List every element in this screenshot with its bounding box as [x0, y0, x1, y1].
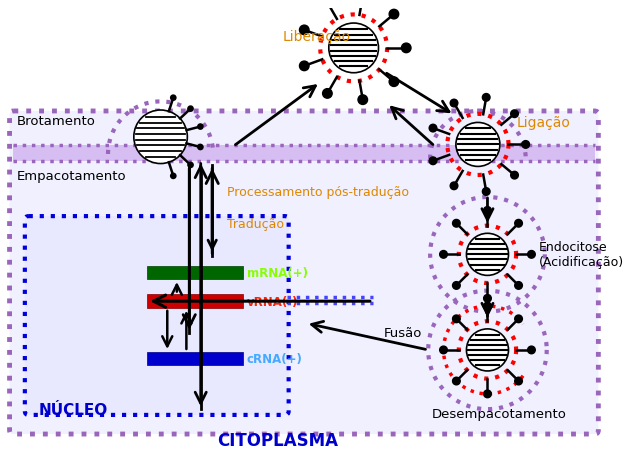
- Text: vRNA(-): vRNA(-): [247, 295, 298, 308]
- Text: Liberação: Liberação: [283, 30, 351, 45]
- Circle shape: [528, 251, 536, 258]
- Circle shape: [300, 26, 309, 36]
- Circle shape: [170, 95, 177, 102]
- Circle shape: [450, 183, 458, 190]
- Circle shape: [515, 282, 522, 290]
- Circle shape: [358, 0, 368, 2]
- Text: cRNA(+): cRNA(+): [247, 352, 303, 365]
- Circle shape: [187, 106, 194, 113]
- Circle shape: [439, 347, 447, 354]
- Circle shape: [466, 329, 509, 371]
- Circle shape: [515, 315, 522, 323]
- Circle shape: [483, 295, 491, 302]
- FancyBboxPatch shape: [10, 112, 598, 434]
- Circle shape: [197, 144, 204, 151]
- Circle shape: [466, 234, 509, 276]
- Circle shape: [300, 62, 309, 72]
- Circle shape: [429, 125, 437, 133]
- Circle shape: [522, 141, 530, 149]
- Text: mRNA(+): mRNA(+): [247, 266, 308, 280]
- Bar: [147, 295, 243, 308]
- Bar: [147, 266, 243, 280]
- Circle shape: [453, 220, 460, 228]
- Circle shape: [511, 172, 518, 179]
- Circle shape: [170, 173, 177, 180]
- Circle shape: [483, 207, 491, 215]
- Text: NÚCLEO: NÚCLEO: [38, 402, 107, 417]
- Circle shape: [439, 251, 447, 258]
- Text: CITOPLASMA: CITOPLASMA: [217, 431, 338, 449]
- Text: Tradução: Tradução: [228, 218, 284, 231]
- Circle shape: [483, 390, 491, 398]
- Bar: [13, 146, 595, 161]
- Circle shape: [515, 377, 522, 385]
- Circle shape: [322, 0, 332, 8]
- Text: Fusão: Fusão: [384, 326, 422, 340]
- Text: Endocitose
(Acidificação): Endocitose (Acidificação): [539, 241, 624, 269]
- Text: Desempacotamento: Desempacotamento: [432, 408, 567, 420]
- Circle shape: [389, 10, 399, 20]
- Circle shape: [515, 220, 522, 228]
- Circle shape: [134, 111, 188, 164]
- Circle shape: [482, 95, 490, 102]
- Circle shape: [450, 100, 458, 107]
- Circle shape: [453, 282, 460, 290]
- Circle shape: [322, 90, 332, 99]
- Circle shape: [389, 78, 399, 87]
- Circle shape: [429, 157, 437, 165]
- Text: Processamento pós-tradução: Processamento pós-tradução: [228, 185, 410, 198]
- Circle shape: [187, 162, 194, 169]
- Circle shape: [453, 377, 460, 385]
- Circle shape: [528, 347, 536, 354]
- Circle shape: [511, 111, 518, 118]
- FancyBboxPatch shape: [25, 217, 289, 415]
- Circle shape: [483, 302, 491, 310]
- Circle shape: [482, 188, 490, 196]
- Circle shape: [358, 95, 368, 105]
- Bar: [147, 352, 243, 365]
- Circle shape: [401, 44, 411, 54]
- Circle shape: [197, 124, 204, 131]
- Circle shape: [456, 123, 500, 167]
- Text: Empacotamento: Empacotamento: [17, 169, 127, 182]
- Text: Ligação: Ligação: [516, 116, 570, 130]
- Circle shape: [453, 315, 460, 323]
- Circle shape: [329, 24, 378, 73]
- Text: Brotamento: Brotamento: [17, 115, 96, 128]
